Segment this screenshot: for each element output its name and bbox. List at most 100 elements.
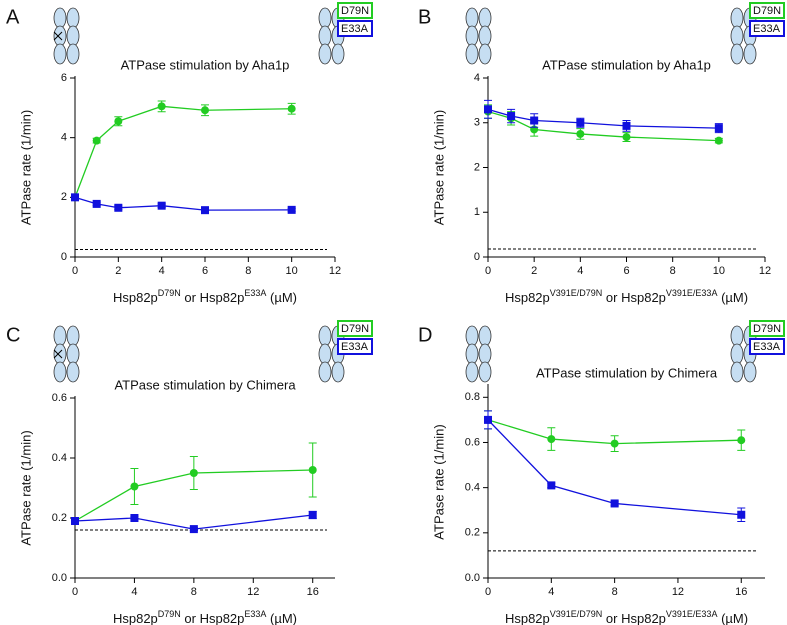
legend-box xyxy=(337,320,373,337)
data-point xyxy=(610,439,619,448)
y-tick-label: 0.2 xyxy=(465,527,480,539)
data-point xyxy=(576,118,585,127)
data-point xyxy=(507,112,516,121)
series-line xyxy=(74,469,313,522)
protomer-icon xyxy=(465,25,479,47)
data-point xyxy=(547,481,556,490)
panel: C D79N E33A ATPase stimulation by Chimera AT… xyxy=(6,320,373,625)
x-axis-label: Hsp82pV391E/D79N or Hsp82pV391E/E33A (µM… xyxy=(505,609,748,625)
data-point xyxy=(92,136,101,145)
panel-label: A xyxy=(6,6,20,28)
y-tick-label: 3 xyxy=(474,117,480,129)
legend-label: E33A xyxy=(753,341,781,353)
x-axis-label-part: V391E/D79N xyxy=(550,288,603,298)
y-tick-label: 2 xyxy=(61,191,67,203)
x-tick-label: 12 xyxy=(247,586,259,598)
panel: A D79N E33A ATPase stimulation by Aha1p ATPa… xyxy=(6,2,373,305)
protomer-icon xyxy=(318,25,332,47)
data-point xyxy=(622,133,631,142)
protomer-icon xyxy=(478,325,492,347)
protomer-icon xyxy=(478,43,492,65)
panel-label: D xyxy=(418,324,432,346)
x-tick-label: 10 xyxy=(286,265,298,277)
x-axis-label-part: Hsp82p xyxy=(113,611,158,625)
data-point xyxy=(737,436,746,445)
x-axis-label: Hsp82pD79N or Hsp82pE33A (µM) xyxy=(113,288,297,305)
data-point xyxy=(484,105,492,114)
x-tick-label: 6 xyxy=(202,265,208,277)
x-axis-label-part: D79N xyxy=(158,288,181,298)
protomer-icon xyxy=(478,25,492,47)
y-tick-label: 0.0 xyxy=(465,572,480,584)
y-axis-label: ATPase rate (1/min) xyxy=(18,110,33,225)
legend-box xyxy=(337,20,373,37)
y-tick-label: 1 xyxy=(474,206,480,218)
data-point xyxy=(201,206,209,215)
legend-label: D79N xyxy=(341,323,369,335)
data-point xyxy=(130,514,139,522)
panel: D D79N E33A ATPase stimulation by Chimera AT… xyxy=(418,320,785,625)
y-tick-label: 4 xyxy=(474,72,480,84)
protomer-icon xyxy=(66,43,80,65)
protomer-icon xyxy=(53,7,67,29)
series-line xyxy=(74,514,313,530)
x-axis-label-part: D79N xyxy=(158,609,181,619)
data-point xyxy=(71,517,79,525)
protomer-icon xyxy=(318,43,332,65)
protomer-icon xyxy=(66,325,80,347)
panel-label: B xyxy=(418,6,431,28)
x-tick-label: 4 xyxy=(159,265,165,277)
x-tick-label: 2 xyxy=(531,265,537,277)
protomer-icon xyxy=(478,7,492,29)
data-point xyxy=(576,129,585,138)
legend-label: D79N xyxy=(753,323,781,335)
protomer-icon xyxy=(53,361,67,383)
y-axis-label: ATPase rate (1/min) xyxy=(431,424,446,539)
protomer-icon xyxy=(331,361,345,383)
x-tick-label: 6 xyxy=(623,265,629,277)
series-line xyxy=(74,196,292,211)
series-line xyxy=(487,108,719,129)
x-tick-label: 8 xyxy=(612,586,618,598)
y-tick-label: 0.4 xyxy=(465,482,480,494)
data-point xyxy=(308,466,317,474)
data-point xyxy=(308,511,317,519)
x-axis-label-part: Hsp82p xyxy=(505,290,550,305)
protomer-icon xyxy=(66,343,80,365)
x-tick-label: 0 xyxy=(72,265,78,277)
x-axis-label-part: V391E/E33A xyxy=(666,288,718,298)
y-axis-label: ATPase rate (1/min) xyxy=(431,110,446,225)
x-axis-label-part: E33A xyxy=(244,609,266,619)
data-point xyxy=(157,102,166,111)
protomer-icon xyxy=(465,361,479,383)
legend-label: E33A xyxy=(753,23,781,35)
protomer-icon xyxy=(53,325,67,347)
y-tick-label: 2 xyxy=(474,161,480,173)
protomer-icon xyxy=(743,361,757,383)
data-point xyxy=(484,415,492,424)
legend-box xyxy=(749,20,785,37)
x-axis-label-part: V391E/E33A xyxy=(666,609,718,619)
data-point xyxy=(714,136,723,145)
y-tick-label: 4 xyxy=(61,132,67,144)
chart-title: ATPase stimulation by Aha1p xyxy=(542,57,711,72)
x-tick-label: 4 xyxy=(577,265,583,277)
legend-box xyxy=(749,320,785,337)
x-tick-label: 12 xyxy=(672,586,684,598)
x-tick-label: 4 xyxy=(548,586,554,598)
protomer-icon xyxy=(318,361,332,383)
x-axis-label-part: or Hsp82p xyxy=(602,611,666,625)
protomer-icon xyxy=(465,343,479,365)
protomer-icon xyxy=(730,343,744,365)
legend-box xyxy=(749,338,785,355)
data-point xyxy=(189,525,198,534)
y-axis-label: ATPase rate (1/min) xyxy=(18,430,33,545)
x-tick-label: 0 xyxy=(72,586,78,598)
data-point xyxy=(287,104,296,113)
protomer-icon xyxy=(478,343,492,365)
x-axis-label-part: V391E/D79N xyxy=(550,609,603,619)
legend-box xyxy=(337,2,373,19)
data-point xyxy=(530,116,539,125)
data-point xyxy=(287,205,296,214)
